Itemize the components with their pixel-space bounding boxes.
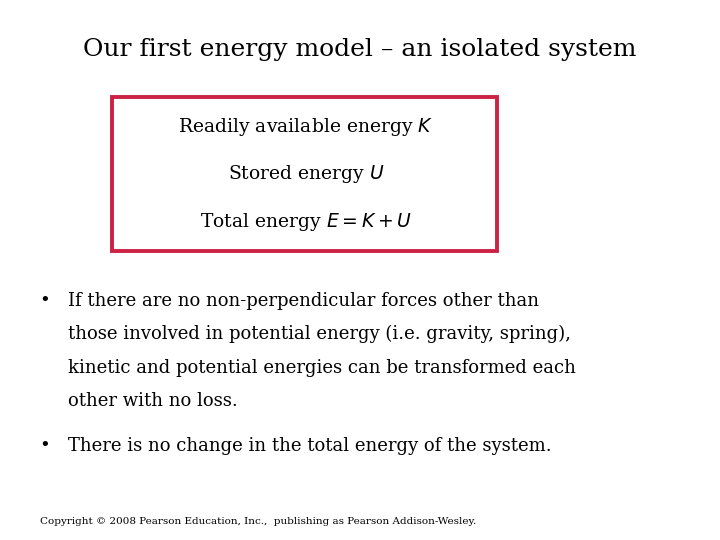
Text: •: • [40, 292, 50, 309]
Text: Total energy $E = K + U$: Total energy $E = K + U$ [200, 211, 412, 233]
Text: Readily available energy $K$: Readily available energy $K$ [179, 116, 433, 138]
Text: those involved in potential energy (i.e. gravity, spring),: those involved in potential energy (i.e.… [68, 325, 571, 343]
Text: kinetic and potential energies can be transformed each: kinetic and potential energies can be tr… [68, 359, 576, 376]
Text: There is no change in the total energy of the system.: There is no change in the total energy o… [68, 437, 552, 455]
Text: Copyright © 2008 Pearson Education, Inc.,  publishing as Pearson Addison-Wesley.: Copyright © 2008 Pearson Education, Inc.… [40, 517, 476, 526]
FancyBboxPatch shape [112, 97, 497, 251]
Text: Stored energy $U$: Stored energy $U$ [228, 164, 384, 185]
Text: If there are no non-perpendicular forces other than: If there are no non-perpendicular forces… [68, 292, 539, 309]
Text: other with no loss.: other with no loss. [68, 392, 238, 410]
Text: •: • [40, 437, 50, 455]
Text: Our first energy model – an isolated system: Our first energy model – an isolated sys… [84, 38, 636, 61]
